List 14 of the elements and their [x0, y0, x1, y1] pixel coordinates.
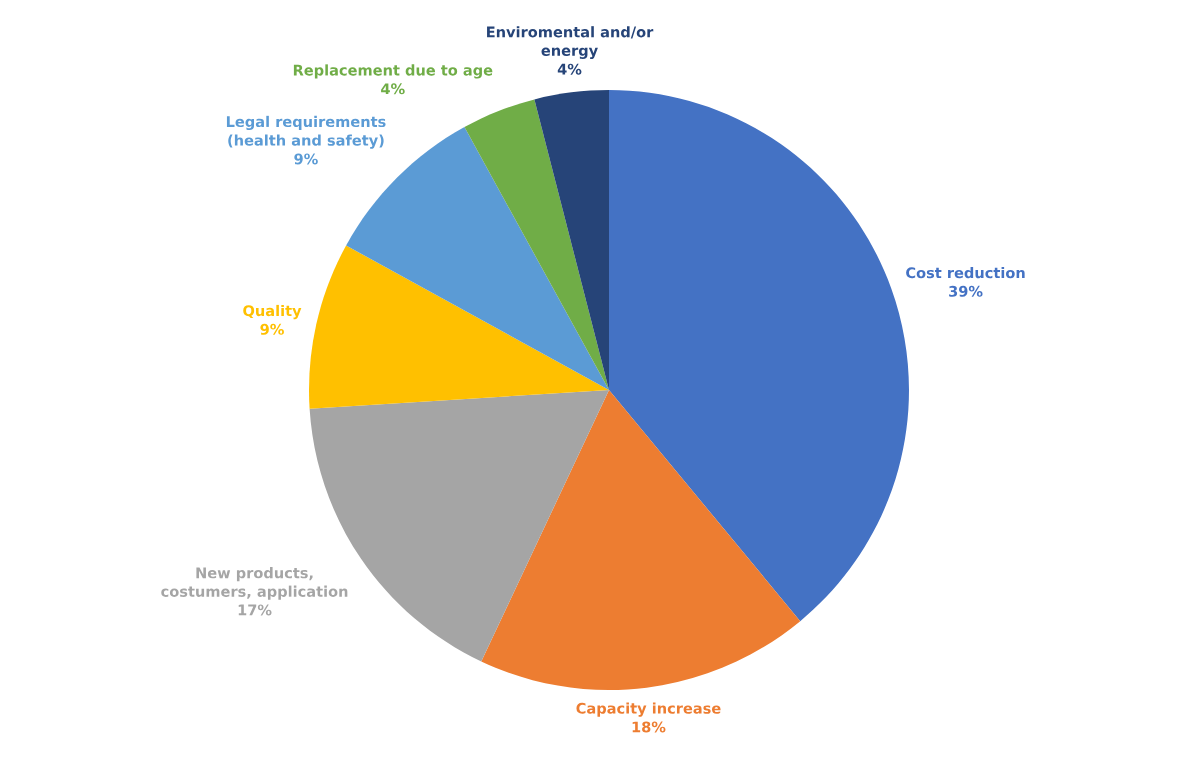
slice-label: Cost reduction: [906, 266, 1025, 279]
slice-label: Legal requirements (health and safety): [226, 115, 386, 149]
slice-label: Quality: [243, 304, 302, 320]
data-label: 4%: [557, 63, 582, 75]
slice-label: New products, costumers, application: [161, 567, 348, 600]
slice-label: Replacement due to age: [293, 64, 493, 79]
slice-label: Enviromental and/or energy: [487, 26, 654, 59]
data-label: 9%: [260, 323, 284, 335]
data-label: 9%: [294, 153, 318, 165]
data-label: 17%: [238, 604, 272, 616]
data-label: 39%: [949, 285, 983, 297]
data-label: 18%: [632, 721, 666, 733]
data-label: 4%: [381, 83, 405, 95]
slice-label: Capacity increase: [576, 702, 721, 717]
